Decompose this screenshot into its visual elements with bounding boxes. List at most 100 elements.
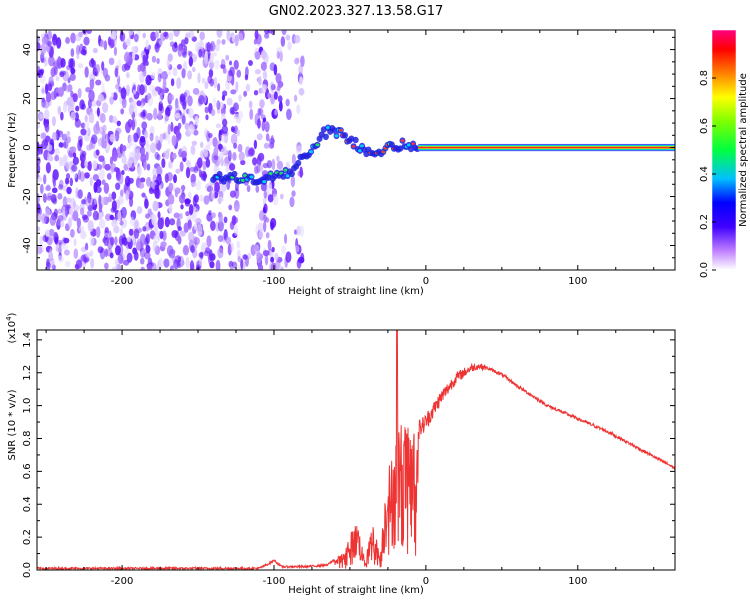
spectrogram-speckle [153,234,160,244]
spectrogram-speckle [153,107,158,120]
spectrogram-speckle [154,151,160,160]
spectrogram-speckle [192,211,197,222]
spectrogram-speckle [46,144,53,152]
spectrogram-speckle [276,155,280,162]
spectrogram-speckle [44,109,50,120]
spectrogram-speckle [268,142,275,149]
spectrogram-speckle [81,214,88,220]
spectrogram-speckle [69,197,76,210]
spectrogram-speckle [156,154,161,161]
spectrogram-speckle [168,94,175,102]
spectrogram-speckle [89,176,93,187]
spectrogram-speckle [188,203,194,215]
spectrogram-speckle [228,149,232,162]
spectrogram-speckle [270,256,275,263]
spectrogram-speckle [71,164,78,172]
spectrogram-speckle [261,83,267,95]
spectrogram-speckle [267,239,272,251]
spectrogram-speckle [68,217,72,229]
spectrogram-speckle [279,193,284,200]
spectrogram-speckle [262,250,270,257]
spectrogram-speckle [101,61,105,71]
spectrogram-xlabel: Height of straight line (km) [288,286,424,297]
spectrogram-speckle [221,118,228,127]
spectrogram-speckle [253,165,259,175]
spectrogram-ridge-core [285,174,290,178]
spectrogram-speckle [57,55,62,65]
spectrogram-speckle [263,32,270,39]
spectrogram-speckle [259,99,265,109]
spectrogram-ridge-core [326,126,331,130]
spectrogram-speckle [245,83,251,92]
spectrogram-speckle [118,173,124,185]
spectrogram-speckle [220,157,224,167]
spectrogram-speckle [109,214,114,220]
spectrogram-speckle [87,160,92,172]
spectrogram-speckle [270,84,276,91]
spectrogram-speckle [134,148,141,161]
spectrogram-speckle [264,121,270,133]
spectrogram-speckle [185,256,190,269]
spectrogram-speckle [42,193,47,203]
spectrogram-ridge-peak [411,142,415,145]
spectrogram-speckle [222,67,227,74]
spectrogram-speckle [98,126,105,135]
spectrogram-speckle [279,51,283,62]
spectrogram-speckle [145,139,150,148]
spectrogram-speckle [115,245,121,256]
spectrogram-speckle [39,235,43,247]
spectrogram-speckle [111,30,117,40]
spectrogram-speckle [262,162,269,169]
spectrogram-speckle [113,46,118,56]
spectrogram-speckle [230,126,235,133]
spectrogram-speckle [142,54,147,66]
spectrogram-speckle [139,257,145,265]
spectrogram-speckle [192,87,200,95]
spectrogram-speckle [257,152,265,162]
spectrogram-speckle [66,186,72,195]
spectrogram-speckle [199,194,204,202]
spectrogram-speckle [145,39,149,50]
spectrogram-speckle [146,176,152,187]
spectrogram-speckle [87,204,94,212]
spectrogram-speckle [82,49,87,56]
spectrogram-speckle [294,57,300,65]
spectrogram-speckle [179,230,186,237]
spectrogram-speckle [228,60,233,66]
spectrogram-speckle [275,259,281,270]
spectrogram-speckle [113,225,120,234]
spectrogram-speckle [204,106,209,114]
spectrogram-speckle [248,60,253,66]
snr-axes: -200 -100 0 100 0.0 0.2 0.4 0.6 0.8 1.0 1.2 1.4 [22,330,675,587]
spectrogram-speckle [52,178,57,188]
spectrogram-speckle [145,60,149,67]
colorbar-tick-label: 0.0 [699,262,710,278]
x-tick-label: 0 [423,276,429,287]
spectrogram-speckle [230,76,235,86]
spectrogram-speckle [111,150,118,162]
spectrogram-speckle [40,132,47,140]
spectrogram-speckle [95,186,102,194]
spectrogram-speckle [115,82,119,94]
spectrogram-speckle [179,212,183,220]
spectrogram-speckle [188,30,195,39]
spectrogram-speckle [62,103,68,113]
x-tick-label: 0 [423,576,429,587]
spectrogram-speckle [237,143,243,153]
spectrogram-speckle [277,80,284,88]
spectrogram-speckle [50,257,55,269]
spectrogram-speckle [184,198,191,205]
spectrogram-speckle [45,162,51,174]
spectrogram-speckle [84,172,90,179]
spectrogram-speckle [267,92,271,99]
spectrogram-speckle [198,48,203,58]
spectrogram-speckle [273,64,278,76]
spectrogram-speckle [185,166,191,179]
spectrogram-speckle [73,238,77,247]
spectrogram-speckle [152,240,158,252]
spectrogram-speckle [91,99,97,108]
spectrogram-ridge-core [334,134,339,138]
spectrogram-speckle [261,120,266,132]
x-tick-label: -100 [263,276,286,287]
spectrogram-speckle [193,223,198,230]
